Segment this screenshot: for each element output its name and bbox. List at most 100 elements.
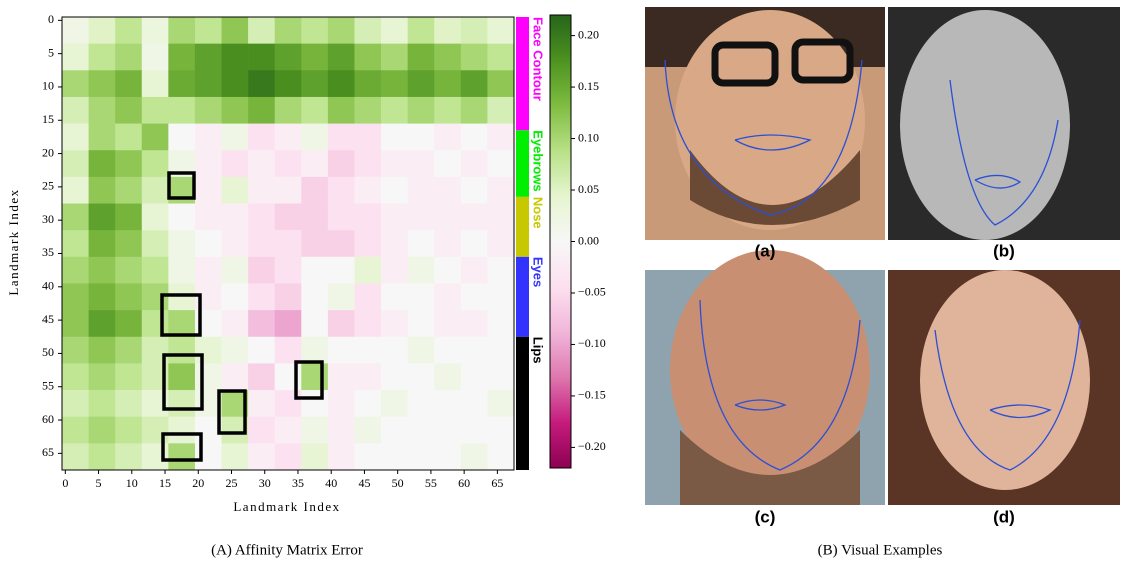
heatmap-cell (434, 203, 462, 231)
heatmap-cell (301, 336, 329, 364)
heatmap-cell (274, 230, 302, 258)
subcaption: (A) Affinity Matrix Error (211, 542, 363, 558)
heatmap-cell (354, 283, 382, 311)
y-tick-label: 0 (48, 12, 54, 26)
heatmap-cell (62, 123, 89, 151)
panel-label: (c) (755, 507, 776, 526)
heatmap-cell (381, 96, 408, 124)
heatmap-cell (434, 176, 462, 204)
heatmap-cell (327, 17, 355, 44)
heatmap-cell (354, 96, 382, 124)
heatmap-cell (62, 203, 89, 231)
heatmap-cell (327, 390, 355, 418)
heatmap-cell (194, 443, 222, 471)
heatmap-cell (274, 203, 302, 231)
x-tick-label: 45 (358, 476, 370, 490)
heatmap-cell (274, 336, 302, 364)
y-tick-label: 35 (42, 245, 54, 259)
heatmap-cell (327, 150, 355, 178)
y-tick-label: 5 (48, 45, 54, 59)
heatmap-cell (460, 150, 488, 178)
heatmap-cell (487, 363, 515, 391)
heatmap-cell (115, 363, 143, 391)
heatmap-cell (168, 70, 196, 98)
heatmap-cell (354, 230, 382, 258)
x-tick-label: 10 (126, 476, 138, 490)
colorbar-tick-label: −0.20 (578, 439, 606, 453)
y-tick-label: 55 (42, 378, 54, 392)
heatmap-cell (407, 443, 435, 471)
heatmap-cell (327, 310, 355, 338)
colorbar-tick-label: −0.15 (578, 388, 606, 402)
heatmap-cell (62, 150, 89, 178)
heatmap-cell (301, 283, 329, 311)
heatmap-cell (248, 96, 276, 124)
heatmap-cell (221, 443, 249, 471)
colorbar-tick-label: 0.20 (578, 27, 599, 41)
heatmap-cell (460, 256, 488, 284)
heatmap-cell (194, 336, 222, 364)
heatmap-cell (88, 336, 116, 364)
highlight-box (167, 171, 196, 200)
heatmap-cell (141, 150, 169, 178)
heatmap-cell (327, 123, 355, 151)
heatmap-cell (460, 203, 488, 231)
heatmap-cell (168, 43, 196, 71)
heatmap-cell (62, 256, 89, 284)
colorbar-tick-label: −0.05 (578, 285, 606, 299)
heatmap-cell (434, 150, 462, 178)
heatmap-cell (274, 43, 302, 71)
heatmap-cell (248, 256, 276, 284)
heatmap-cell (354, 336, 382, 364)
photo (645, 250, 885, 505)
heatmap-cell (460, 43, 488, 71)
heatmap-cell (327, 336, 355, 364)
x-tick-label: 30 (259, 476, 271, 490)
heatmap-cell (88, 230, 116, 258)
heatmap-cell (248, 310, 276, 338)
heatmap-cell (354, 123, 382, 151)
heatmap-cell (407, 123, 435, 151)
heatmap-cell (434, 17, 462, 44)
heatmap-cell (88, 17, 116, 44)
heatmap-cell (141, 176, 169, 204)
heatmap-cell (460, 17, 488, 44)
subcaption: (B) Visual Examples (818, 542, 943, 558)
x-tick-label: 40 (325, 476, 337, 490)
highlight-box (217, 389, 247, 435)
heatmap-cell (460, 283, 488, 311)
heatmap-cell (301, 443, 329, 471)
heatmap-cell (301, 363, 329, 391)
heatmap-cell (221, 43, 249, 71)
heatmap-cell (327, 70, 355, 98)
heatmap-cell (62, 43, 89, 71)
heatmap-cell (354, 416, 382, 444)
heatmap-cell (88, 390, 116, 418)
heatmap-cell (221, 96, 249, 124)
heatmap-cell (115, 123, 143, 151)
x-tick-label: 20 (192, 476, 204, 490)
heatmap-cell (88, 176, 116, 204)
heatmap-cell (62, 336, 89, 364)
heatmap-cell (88, 443, 116, 471)
heatmap-cell (301, 123, 329, 151)
heatmap-cell (194, 203, 222, 231)
heatmap-cell (194, 256, 222, 284)
heatmap-cell (460, 96, 488, 124)
group-label: Lips (531, 337, 546, 364)
heatmap-cell (88, 123, 116, 151)
heatmap-cell (115, 96, 143, 124)
group-label: Nose (531, 197, 546, 229)
heatmap-cell (434, 256, 462, 284)
heatmap-cell (168, 443, 196, 471)
heatmap-cell (487, 283, 515, 311)
heatmap-cell (407, 70, 435, 98)
heatmap-cell (354, 150, 382, 178)
group-bar (516, 336, 529, 470)
heatmap-cell (460, 390, 488, 418)
heatmap-cell (460, 416, 488, 444)
heatmap-cell (487, 17, 515, 44)
heatmap-cell (88, 43, 116, 71)
x-tick-label: 50 (392, 476, 404, 490)
heatmap-cell (248, 336, 276, 364)
